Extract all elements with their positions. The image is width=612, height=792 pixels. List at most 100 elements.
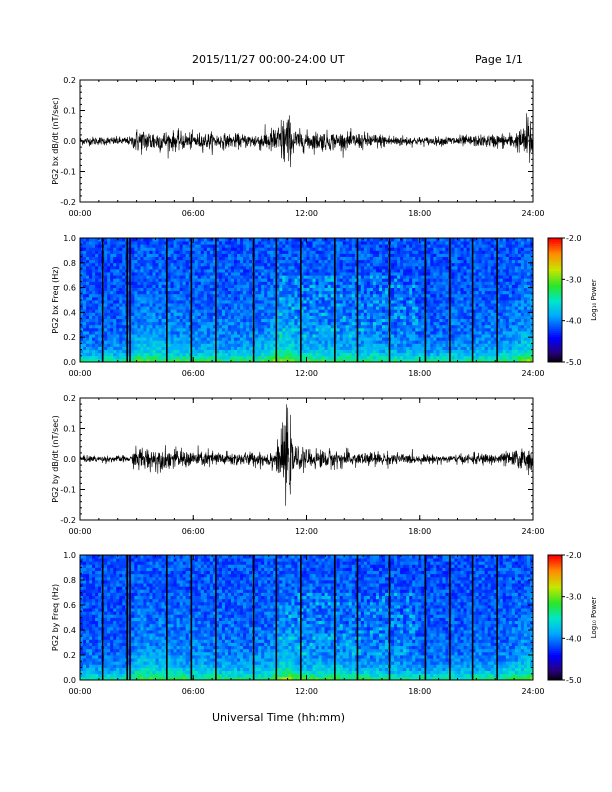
spectrogram-cell <box>122 281 126 285</box>
spectrogram-cell <box>258 358 262 363</box>
spectrogram-cell <box>430 238 434 242</box>
spectrogram-cell <box>261 290 265 295</box>
spectrogram-cell <box>291 312 295 316</box>
spectrogram-cell <box>203 296 208 301</box>
spectrogram-cell <box>418 247 422 251</box>
spectrogram-cell <box>394 296 398 301</box>
spectrogram-cell <box>197 244 202 248</box>
spectrogram-cell <box>234 324 238 329</box>
spectrogram-cell <box>188 265 193 270</box>
spectrogram-cell <box>297 265 301 270</box>
spectrogram-cell <box>255 241 259 245</box>
spectrogram-cell <box>360 318 365 323</box>
spectrogram-cell <box>212 327 217 332</box>
spectrogram-cell <box>315 303 319 307</box>
spectrogram-cell <box>267 306 271 310</box>
spectrogram-cell <box>80 275 84 279</box>
spectrogram-cell <box>137 334 141 338</box>
spectrogram-cell <box>394 290 398 295</box>
spectrogram-cell <box>179 253 184 257</box>
spectrogram-cell <box>282 303 286 307</box>
spectrogram-cell <box>309 293 313 298</box>
spectrogram-cell <box>375 272 380 276</box>
spectrogram-cell <box>403 241 407 245</box>
spectrogram-cell <box>330 324 335 329</box>
spectrogram-cell <box>385 284 389 288</box>
spectrogram-cell <box>430 250 434 254</box>
spectrogram-cell <box>261 287 265 292</box>
spectrogram-cell <box>209 324 214 329</box>
spectrogram-cell <box>394 306 398 310</box>
spectrogram-cell <box>400 327 404 332</box>
spectrogram-cell <box>391 343 395 347</box>
spectrogram-cell <box>412 318 416 323</box>
spectrogram-cell <box>267 340 271 344</box>
spectrogram-cell <box>137 331 141 335</box>
spectrogram-cell <box>372 244 377 248</box>
spectrogram-cell <box>218 321 223 326</box>
spectrogram-cell <box>306 334 310 338</box>
spectrogram-cell <box>134 265 138 270</box>
spectrogram-cell <box>445 315 449 319</box>
spectrogram-cell <box>406 241 410 245</box>
spectrogram-cell <box>107 290 111 295</box>
spectrogram-cell <box>258 340 262 344</box>
spectrogram-cell <box>276 287 280 292</box>
spectrogram-cell <box>170 262 175 267</box>
spectrogram-cell <box>369 253 374 257</box>
spectrogram-cell <box>218 284 223 288</box>
spectrogram-cell <box>300 238 304 242</box>
spectrogram-cell <box>421 303 425 307</box>
spectrogram-cell <box>206 250 211 254</box>
spectrogram-cell <box>397 250 401 254</box>
spectrogram-cell <box>430 262 434 267</box>
spectrogram-cell <box>385 296 389 301</box>
spectrogram-cell <box>86 315 90 319</box>
spectrogram-cell <box>378 259 383 264</box>
spectrogram-cell <box>255 340 259 344</box>
spectrogram-cell <box>375 241 380 245</box>
spectrogram-cell <box>297 340 301 344</box>
spectrogram-cell <box>306 244 310 248</box>
spectrogram-cell <box>131 315 135 319</box>
spectrogram-cell <box>240 300 244 304</box>
spectrogram-cell <box>92 346 96 350</box>
spectrogram-cell <box>327 275 332 279</box>
spectrogram-cell <box>357 259 362 264</box>
spectrogram-cell <box>137 296 141 301</box>
spectrogram-cell <box>273 275 277 279</box>
spectrogram-cell <box>439 278 443 282</box>
spectrogram-cell <box>234 296 238 301</box>
spectrogram-cell <box>297 300 301 304</box>
spectrogram-cell <box>95 334 99 338</box>
spectrogram-cell <box>378 238 383 242</box>
spectrogram-cell <box>143 349 147 354</box>
spectrogram-cell <box>378 349 383 354</box>
spectrogram-cell <box>348 269 353 273</box>
spectrogram-cell <box>134 287 138 292</box>
spectrogram-cell <box>249 300 253 304</box>
spectrogram-cell <box>264 265 268 270</box>
spectrogram-cell <box>227 250 232 254</box>
spectrogram-cell <box>237 334 241 338</box>
spectrogram-cell <box>418 318 422 323</box>
spectrogram-cell <box>339 253 344 257</box>
spectrogram-cell <box>327 327 332 332</box>
spectrogram-cell <box>92 300 96 304</box>
spectrogram-cell <box>215 343 220 347</box>
spectrogram-cell <box>315 253 319 257</box>
spectrogram-cell <box>288 306 292 310</box>
spectrogram-cell <box>146 272 150 276</box>
spectrogram-cell <box>83 241 87 245</box>
spectrogram-cell <box>369 315 374 319</box>
spectrogram-cell <box>143 259 147 264</box>
spectrogram-cell <box>86 355 90 360</box>
spectrogram-cell <box>116 290 120 295</box>
spectrogram-cell <box>116 352 120 357</box>
spectrogram-cell <box>412 324 416 329</box>
spectrogram-cell <box>400 318 404 323</box>
spectrogram-cell <box>418 349 422 354</box>
spectrogram-cell <box>391 238 395 242</box>
spectrogram-cell <box>309 318 313 323</box>
spectrogram-cell <box>430 244 434 248</box>
